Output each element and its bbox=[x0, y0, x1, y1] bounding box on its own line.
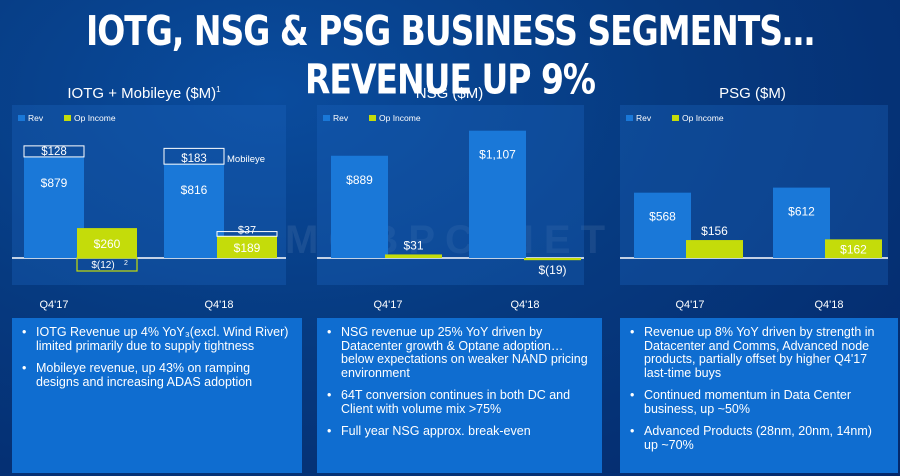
category-label-2-1: Q4'18 bbox=[814, 299, 843, 311]
op-label-0-1: $189 bbox=[234, 241, 261, 255]
rev-bar-0-0 bbox=[24, 156, 84, 258]
bullet-psg-3: Advanced Products (28nm, 20nm, 14nm) up … bbox=[630, 424, 888, 452]
legend-op-label-1: Op Income bbox=[379, 113, 421, 123]
mobileye-op-label-0: $(12) bbox=[91, 260, 114, 271]
slide-title: IOTG, NSG & PSG BUSINESS SEGMENTS… REVEN… bbox=[85, 6, 815, 104]
op-bar-1-0 bbox=[385, 254, 442, 258]
mobileye-rev-label-0: $128 bbox=[41, 146, 67, 158]
bullet-psg-1: Revenue up 8% YoY driven by strength in … bbox=[630, 325, 888, 380]
rev-bar-2-0 bbox=[634, 192, 691, 258]
bullet-iotg-2: Mobileye revenue, up 43% on ramping desi… bbox=[22, 361, 292, 389]
legend-rev-label-0: Rev bbox=[28, 113, 44, 123]
rev-label-1-0: $889 bbox=[346, 173, 373, 187]
op-label-1-0: $31 bbox=[403, 238, 423, 252]
category-label-0-1: Q4'18 bbox=[204, 299, 233, 311]
panel-title-iotg-text: IOTG + Mobileye ($M) bbox=[67, 85, 217, 102]
panel-title-nsg: NSG ($M) bbox=[415, 85, 484, 102]
rev-label-1-1: $1,107 bbox=[479, 148, 516, 162]
category-label-2-0: Q4'17 bbox=[675, 299, 704, 311]
legend-rev-label-1: Rev bbox=[333, 113, 349, 123]
bullet-psg-2: Continued momentum in Data Center busine… bbox=[630, 388, 888, 416]
bullet-nsg-3: Full year NSG approx. break-even bbox=[327, 424, 592, 439]
bullet-iotg-1: IOTG Revenue up 4% YoY₃(excl. Wind River… bbox=[22, 325, 292, 353]
rev-bar-1-1 bbox=[469, 130, 526, 258]
category-label-1-1: Q4'18 bbox=[510, 299, 539, 311]
mobileye-op-sup-0: 2 bbox=[124, 260, 128, 267]
legend-rev-label-2: Rev bbox=[636, 113, 652, 123]
bullets-nsg: NSG revenue up 25% YoY driven by Datacen… bbox=[317, 318, 602, 473]
legend-op-label-0: Op Income bbox=[74, 113, 116, 123]
panel-title-iotg: IOTG + Mobileye ($M)1 bbox=[10, 85, 278, 102]
op-bar-0-1 bbox=[217, 236, 277, 258]
mobileye-op-label-1: $37 bbox=[238, 224, 256, 236]
mobileye-rev-label-1: $183 bbox=[181, 153, 207, 165]
bullets-iotg: IOTG Revenue up 4% YoY₃(excl. Wind River… bbox=[12, 318, 302, 473]
legend-op-swatch-1 bbox=[369, 115, 376, 121]
rev-label-0-1: $816 bbox=[181, 183, 208, 197]
category-label-1-0: Q4'17 bbox=[373, 299, 402, 311]
rev-label-0-0: $879 bbox=[41, 176, 68, 190]
op-bar-1-1 bbox=[524, 258, 581, 261]
op-bar-0-0 bbox=[77, 228, 137, 258]
op-label-1-1: $(19) bbox=[538, 263, 566, 277]
legend-rev-swatch-0 bbox=[18, 115, 25, 121]
bullets-psg: Revenue up 8% YoY driven by strength in … bbox=[620, 318, 898, 473]
op-bar-2-0 bbox=[686, 240, 743, 258]
bullet-nsg-1: NSG revenue up 25% YoY driven by Datacen… bbox=[327, 325, 592, 380]
bullet-nsg-2: 64T conversion continues in both DC and … bbox=[327, 388, 592, 416]
op-label-0-0: $260 bbox=[94, 237, 121, 251]
mobileye-rev-seg-1 bbox=[163, 147, 225, 165]
panel-title-psg: PSG ($M) bbox=[719, 85, 786, 102]
panel-title-iotg-sup: 1 bbox=[216, 85, 221, 94]
op-label-2-0: $156 bbox=[701, 224, 728, 238]
rev-label-2-1: $612 bbox=[788, 205, 815, 219]
mobileye-annotation: Mobileye bbox=[227, 154, 265, 165]
rev-bar-1-0 bbox=[331, 155, 388, 258]
mobileye-op-seg-1 bbox=[216, 231, 278, 237]
rev-bar-0-1 bbox=[164, 164, 224, 258]
category-label-0-0: Q4'17 bbox=[39, 299, 68, 311]
rev-label-2-0: $568 bbox=[649, 210, 676, 224]
rev-bar-2-1 bbox=[773, 187, 830, 258]
legend-rev-swatch-2 bbox=[626, 115, 633, 121]
mobileye-rev-seg-0 bbox=[23, 145, 85, 158]
legend-op-swatch-0 bbox=[64, 115, 71, 121]
legend-op-label-2: Op Income bbox=[682, 113, 724, 123]
legend-op-swatch-2 bbox=[672, 115, 679, 121]
op-bar-2-1 bbox=[825, 239, 882, 258]
legend-rev-swatch-1 bbox=[323, 115, 330, 121]
op-label-2-1: $162 bbox=[840, 243, 867, 257]
mobileye-op-seg-0 bbox=[76, 257, 138, 272]
